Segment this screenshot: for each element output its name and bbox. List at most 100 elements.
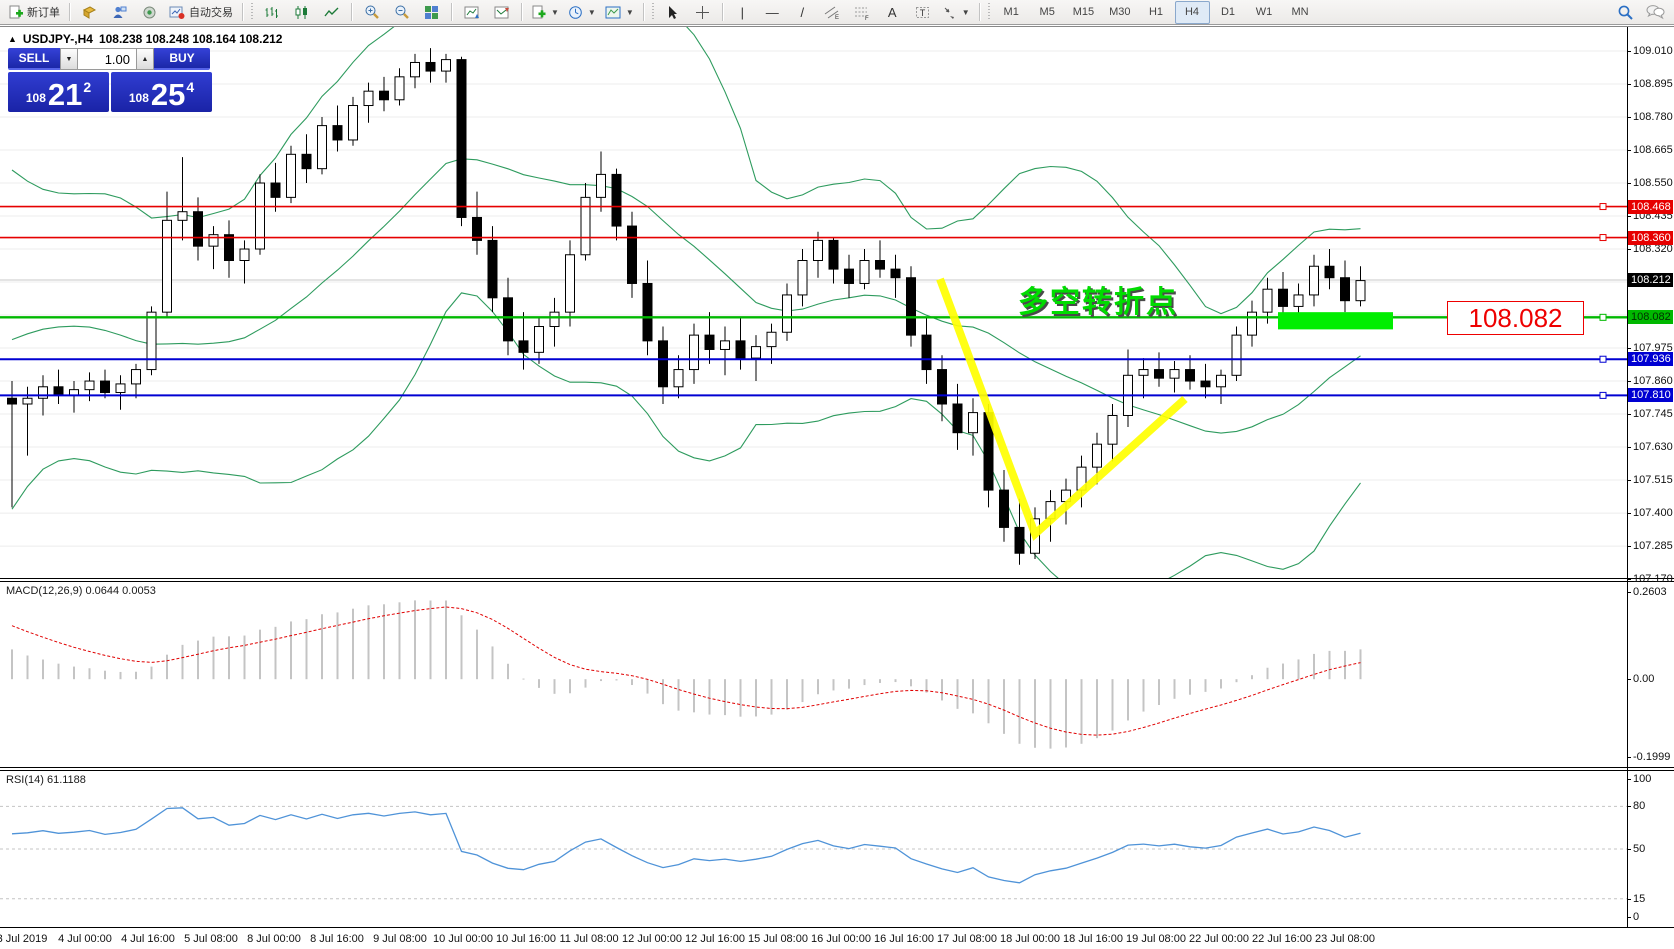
toolbar-separator	[451, 3, 452, 21]
horizontal-line-tool[interactable]: —	[758, 1, 787, 24]
macd-histogram-bar	[135, 671, 137, 680]
buy-button[interactable]: BUY	[154, 48, 210, 70]
sell-price-prefix: 108	[25, 91, 46, 105]
price-tag-108.360: 108.360	[1628, 230, 1673, 245]
crosshair-tool-button[interactable]	[688, 1, 717, 24]
macd-histogram-bar	[1220, 679, 1222, 689]
pane-splitter[interactable]	[0, 767, 1674, 771]
rsi-pane[interactable]	[0, 771, 1627, 927]
price-tick-label: 108.665	[1633, 144, 1673, 156]
time-axis[interactable]: 3 Jul 2019 4 Jul 00:00 4 Jul 16:00 5 Jul 08…	[0, 928, 1674, 949]
macd-histogram-bar	[429, 600, 432, 680]
zoom-out-button[interactable]	[387, 1, 416, 24]
chat-button[interactable]	[1641, 1, 1670, 24]
main-price-pane[interactable]	[0, 27, 1627, 578]
macd-histogram-bar	[972, 679, 974, 714]
timeframe-h1[interactable]: H1	[1148, 6, 1164, 18]
bar-chart-button[interactable]	[257, 1, 286, 24]
buy-price-button[interactable]: 108 25 4	[111, 72, 212, 112]
macd-histogram-bar	[646, 679, 649, 694]
macd-histogram-bar	[104, 670, 106, 680]
vertical-line-tool[interactable]: |	[728, 1, 757, 24]
indicators-window-button[interactable]	[457, 1, 486, 24]
candlestick-chart-button[interactable]	[287, 1, 316, 24]
sell-button[interactable]: SELL	[8, 48, 60, 70]
autotrading-label: 自动交易	[189, 7, 233, 19]
add-indicator-button[interactable]: ▼	[527, 1, 563, 24]
bear-candle	[100, 380, 110, 394]
hline-handle[interactable]	[1599, 313, 1607, 321]
bull-candle	[1216, 374, 1226, 388]
trade-panel-toggle-icon[interactable]: ▲	[8, 34, 17, 44]
timeframe-w1[interactable]: W1	[1255, 6, 1273, 18]
new-order-button[interactable]: 新订单	[4, 1, 64, 24]
time-label: 16 Jul 00:00	[811, 933, 871, 945]
text-tool[interactable]: A	[878, 1, 907, 24]
macd-histogram-bar	[941, 679, 943, 701]
macd-histogram-bar	[445, 600, 447, 680]
macd-histogram-bar	[1034, 679, 1036, 748]
tile-windows-button[interactable]	[417, 1, 446, 24]
sell-price-button[interactable]: 108 21 2	[8, 72, 109, 112]
macd-histogram-bar	[507, 663, 509, 680]
macd-histogram-bar	[1313, 653, 1315, 680]
line-chart-button[interactable]	[317, 1, 346, 24]
timeframe-m1[interactable]: M1	[1003, 6, 1019, 18]
hline-handle[interactable]	[1599, 355, 1607, 363]
toolbar-drag-handle[interactable]	[986, 3, 991, 21]
toolbar-drag-handle[interactable]	[650, 3, 655, 21]
macd-histogram-bar	[383, 604, 385, 680]
bull-candle	[596, 173, 606, 198]
navigator-button[interactable]	[105, 1, 134, 24]
bull-candle	[239, 248, 250, 262]
cursor-tool-button[interactable]	[658, 1, 687, 24]
time-label: 5 Jul 08:00	[184, 933, 238, 945]
market-watch-button[interactable]	[75, 1, 104, 24]
search-button[interactable]	[1611, 1, 1640, 24]
bear-candle	[270, 182, 281, 198]
axis-tick	[1627, 779, 1631, 780]
timeframe-m5[interactable]: M5	[1039, 6, 1055, 18]
volume-decrease-button[interactable]: ▼	[60, 48, 78, 70]
toolbar-drag-handle[interactable]	[250, 3, 254, 21]
bull-candle	[549, 311, 560, 328]
channel-tool[interactable]: E	[818, 1, 847, 24]
time-label: 12 Jul 16:00	[685, 933, 745, 945]
zoom-in-button[interactable]	[357, 1, 386, 24]
bear-candle	[828, 239, 839, 270]
macd-pane[interactable]	[0, 582, 1627, 767]
bull-candle	[1293, 294, 1304, 307]
periods-button[interactable]: ▼	[564, 1, 600, 24]
fibonacci-tool[interactable]: F	[848, 1, 877, 24]
hline-handle[interactable]	[1599, 203, 1607, 211]
trendline-tool[interactable]: /	[788, 1, 817, 24]
hline-handle[interactable]	[1599, 391, 1607, 399]
bear-candle	[952, 403, 963, 434]
pane-splitter[interactable]	[0, 578, 1674, 582]
terminal-button[interactable]	[135, 1, 164, 24]
autotrading-button[interactable]: 自动交易	[165, 1, 237, 24]
macd-histogram-bar	[42, 659, 44, 680]
macd-histogram-bar	[553, 679, 556, 694]
timeframe-m30[interactable]: M30	[1109, 6, 1131, 18]
bear-candle	[1340, 277, 1350, 302]
macd-histogram-bar	[1003, 679, 1005, 734]
template-button[interactable]: ▼	[601, 1, 638, 24]
volume-input[interactable]: 1.00	[78, 48, 136, 70]
timeframe-h4[interactable]: H4	[1174, 0, 1210, 24]
macd-histogram-bar	[367, 605, 370, 680]
timeframe-d1[interactable]: D1	[1220, 6, 1236, 18]
crosshair-icon	[695, 5, 709, 19]
hline-handle[interactable]	[1599, 234, 1607, 242]
arrows-tool[interactable]: ▼	[938, 1, 974, 24]
text-label-tool[interactable]: T	[908, 1, 937, 24]
new-order-icon	[9, 5, 23, 18]
objects-window-button[interactable]	[487, 1, 516, 24]
timeframe-m15[interactable]: M15	[1072, 6, 1095, 18]
timeframe-mn[interactable]: MN	[1291, 6, 1309, 18]
volume-increase-button[interactable]: ▲	[136, 48, 154, 70]
macd-histogram-bar	[863, 679, 866, 686]
price-callout-box[interactable]: 108.082	[1447, 301, 1584, 335]
macd-histogram-bar	[1018, 679, 1021, 744]
time-label: 8 Jul 00:00	[247, 933, 301, 945]
